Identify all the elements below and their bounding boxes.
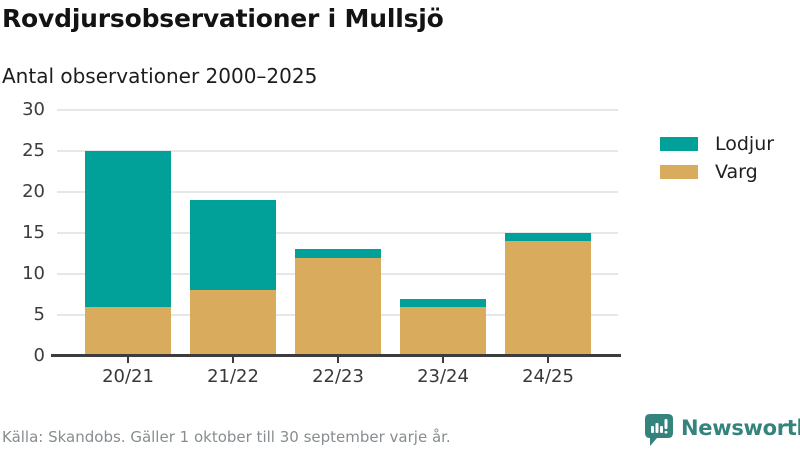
bar-segment-22/23-varg bbox=[295, 257, 381, 356]
gridline-25 bbox=[57, 150, 618, 152]
y-tick-label-0: 0 bbox=[33, 345, 45, 366]
bar-segment-20/21-lodjur bbox=[85, 151, 171, 307]
bar-segment-21/22-varg bbox=[190, 290, 276, 356]
bar-segment-23/24-varg bbox=[400, 306, 486, 356]
y-tick-label-20: 20 bbox=[22, 181, 45, 202]
x-axis-tick-22/23 bbox=[337, 357, 339, 363]
plot-area bbox=[57, 109, 618, 356]
bar-chart-speech-bubble-icon bbox=[645, 414, 673, 446]
x-tick-label-20/21: 20/21 bbox=[102, 366, 154, 387]
legend-item-lodjur: Lodjur bbox=[660, 130, 774, 158]
bar-segment-22/23-lodjur bbox=[295, 249, 381, 258]
x-axis-tick-21/22 bbox=[232, 357, 234, 363]
source-note: Källa: Skandobs. Gäller 1 oktober till 3… bbox=[2, 428, 451, 446]
x-tick-label-21/22: 21/22 bbox=[207, 366, 259, 387]
gridline-15 bbox=[57, 232, 618, 234]
legend-label-varg: Varg bbox=[715, 161, 758, 183]
x-axis-line bbox=[51, 354, 621, 357]
page-title: Rovdjursobservationer i Mullsjö bbox=[2, 4, 444, 33]
y-tick-label-30: 30 bbox=[22, 99, 45, 120]
x-tick-label-22/23: 22/23 bbox=[312, 366, 364, 387]
bar-segment-21/22-lodjur bbox=[190, 200, 276, 291]
legend-swatch-lodjur bbox=[660, 137, 698, 151]
gridline-30 bbox=[57, 109, 618, 111]
y-tick-label-10: 10 bbox=[22, 263, 45, 284]
newsworthy-wordmark: Newsworthy bbox=[681, 416, 800, 440]
bar-segment-24/25-lodjur bbox=[505, 233, 591, 242]
gridline-20 bbox=[57, 191, 618, 193]
x-axis-tick-20/21 bbox=[127, 357, 129, 363]
newsworthy-logo[interactable]: Newsworthy bbox=[644, 413, 800, 447]
x-axis-tick-23/24 bbox=[442, 357, 444, 363]
bar-segment-20/21-varg bbox=[85, 306, 171, 356]
legend-label-lodjur: Lodjur bbox=[715, 133, 775, 155]
legend-item-varg: Varg bbox=[660, 158, 774, 186]
x-tick-label-23/24: 23/24 bbox=[417, 366, 469, 387]
y-tick-label-5: 5 bbox=[33, 304, 45, 325]
legend: Lodjur Varg bbox=[660, 130, 774, 186]
x-axis-tick-24/25 bbox=[547, 357, 549, 363]
bar-segment-23/24-lodjur bbox=[400, 298, 486, 307]
x-tick-label-24/25: 24/25 bbox=[522, 366, 574, 387]
chart-subtitle: Antal observationer 2000–2025 bbox=[2, 64, 318, 88]
y-tick-label-15: 15 bbox=[22, 222, 45, 243]
bar-segment-24/25-varg bbox=[505, 241, 591, 356]
legend-swatch-varg bbox=[660, 165, 698, 179]
y-tick-label-25: 25 bbox=[22, 140, 45, 161]
